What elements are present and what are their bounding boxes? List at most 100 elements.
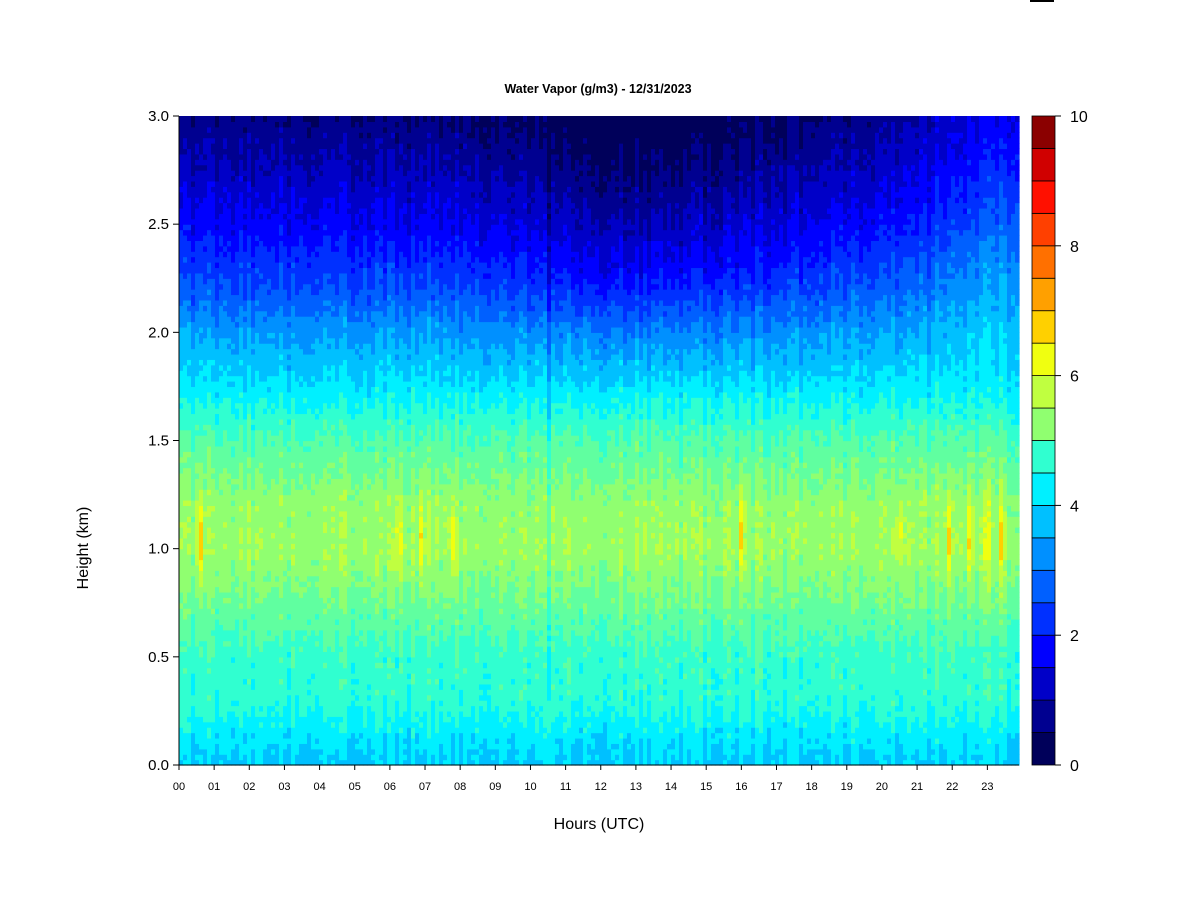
heatmap-cell	[195, 203, 200, 209]
heatmap-cell	[235, 505, 240, 511]
heatmap-cell	[319, 484, 324, 490]
heatmap-cell	[179, 181, 184, 187]
heatmap-cell	[307, 424, 312, 430]
heatmap-cell	[295, 430, 300, 436]
heatmap-cell	[311, 208, 316, 214]
heatmap-cell	[339, 495, 344, 501]
heatmap-cell	[179, 419, 184, 425]
heatmap-cell	[267, 192, 272, 198]
heatmap-cell	[295, 576, 300, 582]
heatmap-cell	[283, 132, 288, 138]
heatmap-cell	[219, 743, 224, 749]
heatmap-cell	[239, 381, 244, 387]
heatmap-cell	[291, 332, 296, 338]
heatmap-cell	[339, 186, 344, 192]
heatmap-cell	[243, 657, 248, 663]
heatmap-cell	[215, 743, 220, 749]
heatmap-cell	[255, 165, 260, 171]
heatmap-cell	[331, 500, 336, 506]
heatmap-cell	[243, 706, 248, 712]
heatmap-cell	[199, 311, 204, 317]
heatmap-cell	[343, 738, 348, 744]
heatmap-cell	[239, 278, 244, 284]
heatmap-cell	[203, 743, 208, 749]
heatmap-cell	[303, 549, 308, 555]
heatmap-cell	[231, 473, 236, 479]
heatmap-cell	[187, 284, 192, 290]
heatmap-cell	[327, 733, 332, 739]
heatmap-cell	[303, 727, 308, 733]
heatmap-cell	[331, 246, 336, 252]
heatmap-cell	[315, 446, 320, 452]
heatmap-cell	[283, 727, 288, 733]
heatmap-cell	[315, 262, 320, 268]
heatmap-cell	[227, 311, 232, 317]
heatmap-cell	[315, 565, 320, 571]
heatmap-cell	[319, 376, 324, 382]
heatmap-cell	[199, 251, 204, 257]
heatmap-cell	[291, 305, 296, 311]
heatmap-cell	[219, 570, 224, 576]
heatmap-cell	[183, 500, 188, 506]
heatmap-cell	[215, 235, 220, 241]
heatmap-cell	[255, 484, 260, 490]
heatmap-cell	[307, 316, 312, 322]
heatmap-cell	[223, 570, 228, 576]
heatmap-cell	[307, 397, 312, 403]
heatmap-cell	[191, 197, 196, 203]
heatmap-cell	[327, 446, 332, 452]
heatmap-cell	[339, 511, 344, 517]
heatmap-cell	[243, 733, 248, 739]
heatmap-cell	[219, 175, 224, 181]
heatmap-cell	[235, 597, 240, 603]
heatmap-cell	[335, 516, 340, 522]
heatmap-cell	[283, 722, 288, 728]
heatmap-cell	[267, 457, 272, 463]
heatmap-cell	[203, 641, 208, 647]
heatmap-cell	[219, 446, 224, 452]
heatmap-cell	[291, 370, 296, 376]
heatmap-cell	[343, 549, 348, 555]
heatmap-cell	[335, 224, 340, 230]
heatmap-cell	[179, 727, 184, 733]
heatmap-cell	[323, 300, 328, 306]
heatmap-cell	[295, 311, 300, 317]
heatmap-cell	[219, 273, 224, 279]
heatmap-cell	[255, 181, 260, 187]
heatmap-cell	[311, 549, 316, 555]
heatmap-cell	[311, 570, 316, 576]
heatmap-cell	[291, 267, 296, 273]
heatmap-cell	[287, 197, 292, 203]
heatmap-cell	[299, 614, 304, 620]
heatmap-cell	[279, 338, 284, 344]
heatmap-cell	[207, 197, 212, 203]
heatmap-cell	[207, 554, 212, 560]
heatmap-cell	[335, 181, 340, 187]
heatmap-cell	[207, 473, 212, 479]
heatmap-cell	[331, 381, 336, 387]
heatmap-cell	[331, 451, 336, 457]
heatmap-cell	[319, 754, 324, 760]
heatmap-cell	[307, 527, 312, 533]
heatmap-cell	[303, 587, 308, 593]
heatmap-cell	[295, 700, 300, 706]
heatmap-cell	[211, 332, 216, 338]
heatmap-cell	[199, 549, 204, 555]
heatmap-cell	[323, 386, 328, 392]
heatmap-cell	[195, 695, 200, 701]
heatmap-cell	[311, 219, 316, 225]
heatmap-cell	[303, 121, 308, 127]
heatmap-cell	[307, 197, 312, 203]
heatmap-cell	[219, 143, 224, 149]
heatmap-cell	[191, 338, 196, 344]
heatmap-cell	[215, 646, 220, 652]
heatmap-cell	[311, 127, 316, 133]
heatmap-cell	[327, 749, 332, 755]
heatmap-cell	[303, 138, 308, 144]
heatmap-cell	[275, 684, 280, 690]
heatmap-cell	[279, 376, 284, 382]
heatmap-cell	[307, 430, 312, 436]
heatmap-cell	[199, 500, 204, 506]
heatmap-cell	[327, 175, 332, 181]
heatmap-cell	[187, 614, 192, 620]
